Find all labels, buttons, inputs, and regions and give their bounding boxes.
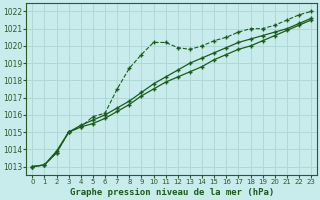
X-axis label: Graphe pression niveau de la mer (hPa): Graphe pression niveau de la mer (hPa): [69, 188, 274, 197]
